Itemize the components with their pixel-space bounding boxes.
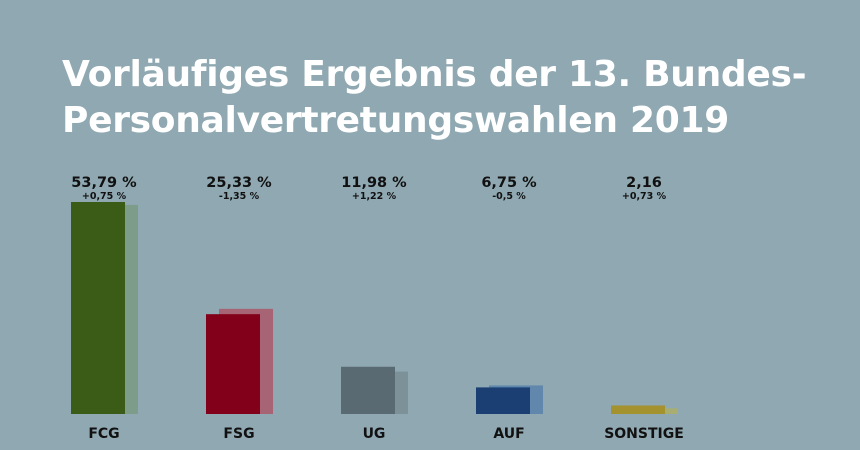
value-label-fsg: 25,33 % [206, 175, 272, 191]
category-label-fcg: FCG [88, 426, 119, 442]
category-label-ug: UG [363, 426, 386, 442]
change-label-fsg: -1,35 % [219, 191, 260, 202]
category-label-fsg: FSG [223, 426, 254, 442]
bar-fcg [71, 202, 125, 414]
value-label-sonstige: 2,16 [626, 175, 662, 191]
bar-ug [341, 366, 395, 414]
category-label-auf: AUF [493, 426, 524, 442]
change-label-ug: +1,22 % [352, 191, 397, 202]
bar-fsg [206, 314, 260, 414]
value-label-ug: 11,98 % [341, 175, 407, 191]
change-label-auf: -0,5 % [492, 191, 526, 202]
bar-auf [476, 387, 530, 414]
change-label-fcg: +0,75 % [82, 191, 127, 202]
chart-title-line-2: Personalvertretungswahlen 2019 [62, 100, 729, 141]
value-label-fcg: 53,79 % [71, 175, 137, 191]
bar-sonstige [611, 405, 665, 414]
chart-title-line-1: Vorläufiges Ergebnis der 13. Bundes- [62, 54, 807, 95]
chart-title: Vorläufiges Ergebnis der 13. Bundes- Per… [62, 52, 842, 144]
value-label-auf: 6,75 % [481, 175, 537, 191]
change-label-sonstige: +0,73 % [622, 191, 667, 202]
category-label-sonstige: SONSTIGE [604, 426, 684, 442]
